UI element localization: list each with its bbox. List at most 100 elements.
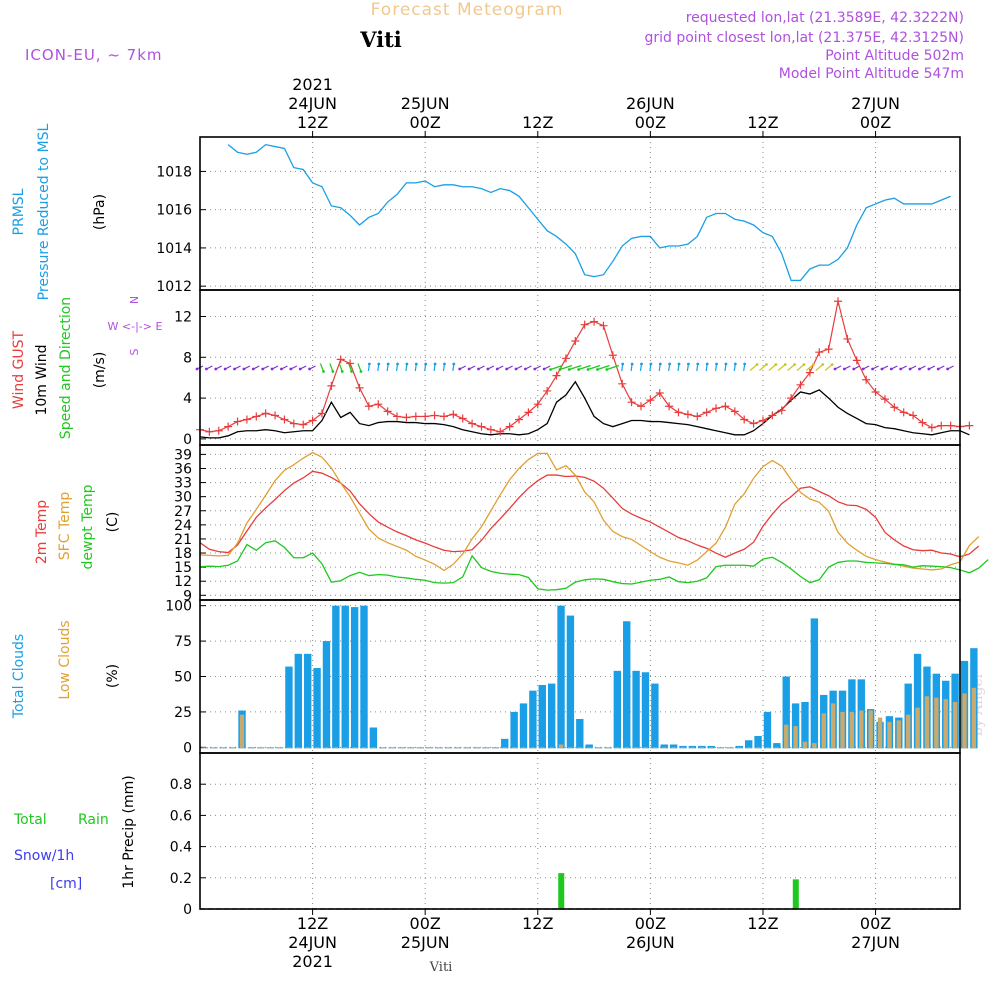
wind-direction-arrow (569, 364, 582, 371)
cloud-total-bar (707, 745, 715, 749)
clouds-label-total: Total Clouds (11, 634, 27, 719)
wind-gust-marker (890, 403, 899, 412)
precip-label-cm: [cm] (50, 876, 82, 892)
cloud-low-bar (305, 747, 310, 749)
compass-north: N (128, 296, 141, 304)
precip-tick-label: 0.4 (170, 840, 192, 856)
pressure-label-prmsl: PRMSL (11, 188, 27, 235)
wind-gust-marker (421, 412, 430, 421)
cloud-total-bar (360, 605, 368, 749)
wind-direction-arrow (805, 364, 814, 371)
wind-direction-arrowhead (331, 370, 335, 373)
wind-direction-arrowhead (724, 362, 728, 366)
pressure-tick-label: 1012 (156, 279, 192, 295)
wind-gust-marker (899, 408, 908, 417)
cloud-total-bar (557, 605, 565, 749)
wind-10m-line (199, 380, 970, 439)
temp-dewpt-line (199, 540, 989, 591)
wind-direction-arrowhead (793, 363, 797, 366)
cloud-low-bar (314, 747, 320, 749)
wind-direction-arrowhead (377, 362, 381, 366)
cloud-low-bar (586, 747, 592, 749)
wind-panel: 0 4 8 12 (174, 289, 974, 448)
wind-direction-arrow (587, 364, 601, 371)
cloud-total-bar (651, 683, 659, 749)
cloud-low-bar (511, 747, 517, 749)
wind-direction-arrowhead (542, 367, 546, 371)
cloud-low-bar (296, 747, 301, 749)
wind-direction-arrowhead (640, 362, 643, 366)
cloud-low-bar (915, 707, 920, 749)
wind-direction-arrowhead (715, 362, 718, 366)
cloud-low-bar (352, 747, 357, 749)
cloud-total-bar (304, 653, 312, 749)
wind-gust-marker (880, 395, 889, 404)
cloud-total-bar (698, 745, 706, 749)
time-label-bottom: 00Z (410, 914, 441, 933)
wind-gust-marker (496, 427, 505, 436)
wind-direction-arrowhead (918, 367, 921, 371)
cloud-low-bar (277, 747, 282, 749)
time-label-bottom: 24JUN (288, 933, 337, 952)
wind-gust-marker (458, 414, 467, 423)
wind-direction-arrowhead (802, 363, 806, 366)
cloud-low-bar (737, 747, 742, 749)
cloud-low-bar (258, 747, 263, 749)
wind-direction-arrowhead (821, 363, 825, 366)
cloud-low-bar (887, 721, 892, 749)
wind-direction-arrowhead (298, 367, 302, 371)
time-label-top: 00Z (410, 113, 441, 132)
cloud-low-bar (371, 747, 376, 749)
wind-gust-marker (618, 379, 627, 388)
wind-gust-marker (740, 415, 749, 424)
wind-direction-arrow (768, 364, 777, 371)
cloud-total-bar (623, 621, 631, 749)
wind-gust-marker (571, 336, 580, 345)
wind-gust-marker (299, 420, 308, 429)
cloud-total-bar (547, 683, 556, 749)
cloud-low-bar (755, 747, 761, 749)
time-label-bottom: 00Z (860, 914, 891, 933)
cloud-low-bar (389, 747, 395, 749)
cloud-low-bar (267, 747, 273, 749)
pressure-unit: (hPa) (92, 194, 108, 230)
wind-direction-arrowhead (861, 367, 865, 371)
footer-station: Viti (429, 960, 453, 975)
wind-unit: (m/s) (92, 352, 108, 389)
wind-direction-arrowhead (696, 362, 700, 366)
wind-direction-arrowhead (889, 367, 893, 371)
wind-gust-marker (693, 412, 702, 421)
wind-gust-marker (224, 422, 233, 431)
cloud-total-bar (669, 744, 678, 749)
wind-direction-arrowhead (367, 362, 371, 366)
precip-label-snow: Snow/1h (14, 848, 74, 864)
wind-gust-marker (815, 348, 824, 357)
time-label-bottom: 25JUN (401, 933, 450, 952)
wind-direction-arrowhead (630, 362, 634, 366)
cloud-total-bar (763, 711, 772, 749)
cloud-low-bar (286, 747, 292, 749)
cloud-low-bar (924, 696, 930, 749)
wind-direction-arrow (348, 363, 353, 372)
wind-direction-arrow (749, 364, 758, 371)
wind-gust-marker (721, 402, 730, 411)
wind-direction-arrow (796, 364, 805, 371)
time-label-bottom: 12Z (747, 914, 778, 933)
wind-gust-marker (608, 351, 617, 360)
wind-gust-marker (927, 423, 936, 432)
temperature-tick-label: 9 (183, 588, 192, 604)
cloud-total-bar (913, 653, 922, 749)
wind-direction-arrowhead (658, 362, 662, 366)
cloud-low-bar (211, 747, 217, 749)
cloud-total-bar (538, 685, 546, 749)
wind-gust-marker (965, 421, 974, 430)
wind-gust-marker (702, 408, 711, 417)
wind-direction-arrowhead (280, 367, 283, 371)
time-label-bottom: 2021 (292, 952, 333, 971)
wind-gust-marker (580, 320, 589, 329)
cloud-low-bar (343, 747, 348, 749)
wind-tick-label: 8 (183, 350, 192, 366)
cloud-total-bar (801, 702, 809, 749)
point-altitude: Point Altitude 502m (825, 48, 964, 64)
wind-direction-arrowhead (486, 367, 490, 371)
